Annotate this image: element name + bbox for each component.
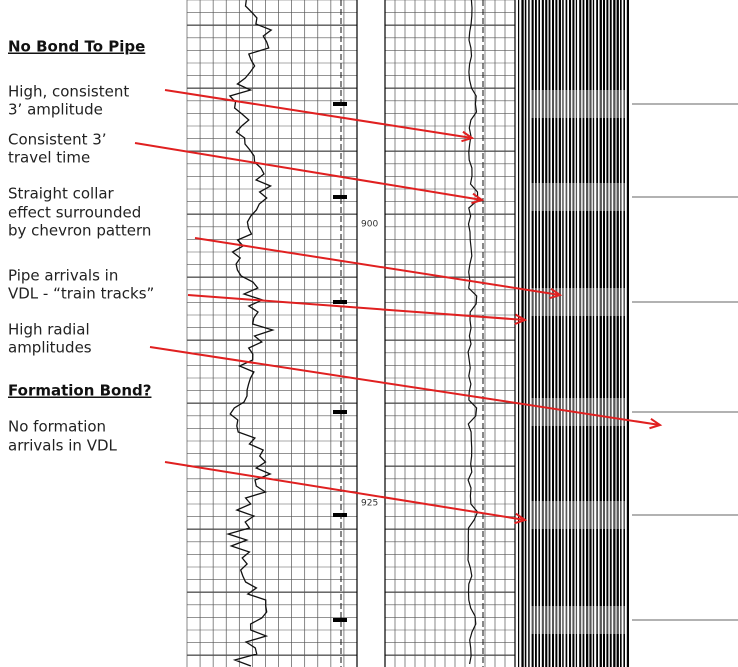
chevron bbox=[530, 606, 625, 634]
heading: Formation Bond? bbox=[8, 382, 151, 400]
collar-mark bbox=[333, 513, 347, 517]
amplitude-curve bbox=[228, 0, 273, 666]
collar-mark bbox=[333, 195, 347, 199]
annotation-text: effect surrounded bbox=[8, 204, 141, 222]
collar-mark bbox=[333, 618, 347, 622]
annotation-text: High, consistent bbox=[8, 83, 129, 101]
vdl-stripe bbox=[528, 0, 529, 667]
log-tracks bbox=[187, 0, 738, 667]
annotation-text: No formation bbox=[8, 418, 106, 436]
log-figure: 900 925 No Bond To Pipe Formation Bond? … bbox=[0, 0, 738, 667]
amplitude-curve bbox=[468, 0, 478, 664]
annotation-text: travel time bbox=[8, 149, 90, 167]
collar-mark bbox=[333, 102, 347, 106]
annotation-text: High radial bbox=[8, 321, 90, 339]
depth-label: 900 bbox=[361, 220, 378, 230]
vdl-stripe bbox=[627, 0, 629, 667]
annotation-text: arrivals in VDL bbox=[8, 437, 118, 455]
annotation-text: amplitudes bbox=[8, 339, 92, 357]
arrow bbox=[165, 90, 472, 138]
vdl-stripe bbox=[521, 0, 523, 667]
annotation-text: Pipe arrivals in bbox=[8, 267, 118, 285]
annotation-text: VDL - “train tracks” bbox=[8, 285, 154, 303]
vdl-stripe bbox=[525, 0, 527, 667]
annotation-text: 3’ amplitude bbox=[8, 101, 103, 119]
depth-label: 925 bbox=[361, 499, 378, 509]
vdl-stripe bbox=[518, 0, 519, 667]
collar-mark bbox=[333, 410, 347, 414]
annotation-text: Consistent 3’ bbox=[8, 131, 107, 149]
heading: No Bond To Pipe bbox=[8, 38, 145, 56]
annotation-text: by chevron pattern bbox=[8, 222, 151, 240]
chevron bbox=[530, 501, 625, 529]
page: 900 925 No Bond To Pipe Formation Bond? … bbox=[0, 0, 738, 667]
chevron bbox=[530, 90, 625, 118]
chevron bbox=[530, 183, 625, 211]
annotation-text: Straight collar bbox=[8, 185, 115, 203]
collar-mark bbox=[333, 300, 347, 304]
